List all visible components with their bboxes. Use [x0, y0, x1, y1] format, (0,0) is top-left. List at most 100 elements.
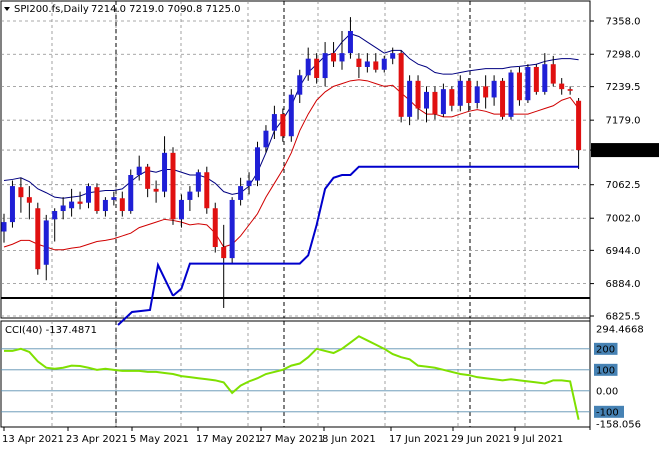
- candle-body: [432, 91, 438, 115]
- cci-panel: [0, 320, 591, 428]
- cci-level-tag: [594, 342, 618, 355]
- candle-body: [576, 100, 582, 151]
- candle-body: [314, 58, 320, 79]
- candle-body: [567, 89, 573, 91]
- candle-body: [516, 72, 522, 101]
- candle-body: [162, 152, 168, 192]
- candle-body: [52, 211, 58, 220]
- candle-body: [390, 53, 396, 59]
- date-tick-label: 13 Apr 2021: [2, 434, 64, 445]
- date-tick-label: 17 Jun 2021: [389, 434, 449, 445]
- candle-body: [297, 75, 303, 95]
- candle-body: [195, 172, 201, 192]
- date-tick-label: 29 Jun 2021: [451, 434, 511, 445]
- candle-body: [221, 247, 227, 259]
- candle-body: [35, 208, 41, 270]
- ohlc-values: 7214.0 7219.0 7090.8 7125.0: [91, 4, 241, 15]
- price-panel: [0, 0, 591, 319]
- candle-body: [60, 205, 66, 212]
- candle-body: [356, 58, 362, 67]
- candle-body: [26, 197, 32, 203]
- candle-body: [500, 80, 506, 117]
- cci-tick-label: -158.056: [596, 420, 641, 431]
- price-axis-labels: 7358.0 7298.0 7239.5 7179.0 7062.5 7002.0 6944…: [590, 17, 659, 323]
- candle-body: [204, 172, 210, 209]
- candle-body: [263, 130, 269, 148]
- candle-body: [280, 114, 286, 137]
- candle-body: [550, 64, 556, 84]
- candle-body: [128, 175, 134, 212]
- candle-body: [119, 198, 125, 212]
- symbol-label: SPI200.fs,Daily: [14, 4, 89, 15]
- candle-body: [69, 201, 75, 209]
- candle-body: [525, 66, 531, 101]
- cci-tick-label: 294.4668: [596, 325, 644, 336]
- candle-body: [491, 80, 497, 98]
- candle-body: [364, 61, 370, 67]
- cci-tick-label: 100: [596, 365, 615, 376]
- date-tick-label: 17 May 2021: [196, 434, 261, 445]
- candle-body: [43, 220, 49, 265]
- cci-tick-label: -100: [596, 407, 619, 418]
- candle-body: [229, 199, 235, 259]
- price-tick-label: 7179.0: [606, 116, 641, 127]
- candle-body: [533, 66, 539, 92]
- candle-body: [136, 166, 142, 176]
- price-tick-label: 6884.0: [606, 279, 641, 290]
- candle-body: [457, 80, 463, 106]
- lower-band-line: [3, 79, 579, 251]
- date-tick-label: 27 May 2021: [259, 434, 324, 445]
- date-tick-label: 8 Jun 2021: [322, 434, 376, 445]
- candle-body: [322, 53, 328, 79]
- price-tick-label: 6944.0: [606, 246, 641, 257]
- candle-body: [542, 64, 548, 92]
- candle-body: [559, 83, 565, 90]
- trend-line: [117, 165, 579, 326]
- date-tick-label: 23 Apr 2021: [66, 434, 128, 445]
- candle-body: [170, 152, 176, 220]
- candle-body: [77, 201, 83, 204]
- candle-body: [9, 186, 15, 223]
- cci-header: CCI(40) -137.4871: [5, 325, 97, 336]
- candle-body: [187, 191, 193, 200]
- date-axis-labels: 13 Apr 2021 23 Apr 2021 5 May 2021 17 May 2…: [2, 427, 563, 445]
- cci-line: [4, 335, 580, 420]
- cci-level-tag: [594, 363, 618, 376]
- candle-body: [178, 199, 184, 220]
- candle-body: [339, 53, 345, 62]
- price-tick-label: 6825.5: [606, 312, 641, 323]
- grid: [1, 1, 590, 427]
- cci-tick-label: 0.00: [596, 386, 618, 397]
- candle-body: [424, 91, 429, 109]
- price-tick-label: 7062.5: [606, 180, 641, 191]
- price-tick-label: 7002.0: [606, 214, 641, 225]
- candle-body: [102, 199, 108, 212]
- candle-body: [440, 89, 446, 115]
- candle-body: [271, 114, 277, 131]
- trend-stop-line-start: [117, 261, 174, 326]
- cci-series-line: [4, 335, 580, 420]
- cci-axis-labels: 294.4668 200 100 0.00 -100 -158.056: [594, 325, 644, 431]
- chart-header: SPI200.fs,Daily 7214.0 7219.0 7090.8 712…: [4, 4, 241, 15]
- price-tick-label: 7298.0: [606, 50, 641, 61]
- candle-body: [305, 58, 311, 76]
- candle-body: [145, 166, 151, 189]
- candle-body: [407, 80, 413, 117]
- trend-stop-line: [172, 165, 579, 297]
- candle-body: [246, 180, 252, 187]
- dropdown-triangle-icon[interactable]: [4, 7, 10, 11]
- candle-body: [18, 187, 24, 198]
- candle-body: [86, 186, 91, 203]
- cci-level-tag: [594, 405, 624, 418]
- candle-body: [255, 147, 260, 181]
- candle-body: [331, 53, 337, 62]
- date-tick-label: 5 May 2021: [130, 434, 189, 445]
- candle-body: [1, 222, 7, 232]
- candle-body: [483, 86, 489, 98]
- candle-body: [398, 53, 404, 117]
- candle-body: [381, 58, 387, 70]
- candle-body: [474, 86, 480, 103]
- cci-tick-label: 200: [596, 344, 615, 355]
- price-tick-label: 7358.0: [606, 17, 641, 28]
- candle-body: [212, 208, 218, 248]
